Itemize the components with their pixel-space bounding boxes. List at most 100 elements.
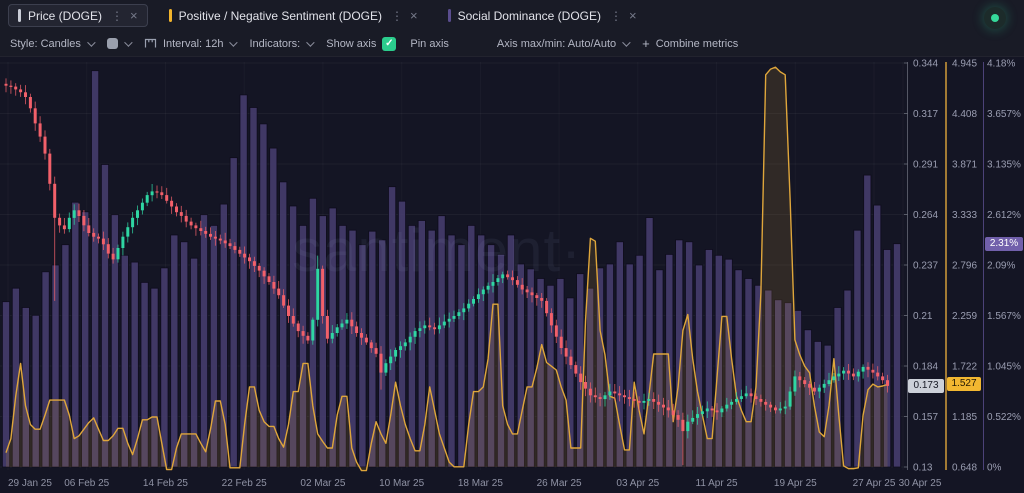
style-selector[interactable]: Style: Candles — [10, 38, 96, 50]
tab-price-label: Price (DOGE) — [28, 8, 103, 23]
combine-metrics-button[interactable]: + Combine metrics — [642, 36, 738, 51]
tab-social-dominance[interactable]: Social Dominance (DOGE) ⋮ × — [439, 4, 646, 27]
dominance-bar — [279, 181, 288, 468]
axis-tick-label: 0.648 — [952, 463, 977, 474]
dominance-bar — [91, 70, 100, 468]
kebab-icon[interactable]: ⋮ — [111, 8, 124, 23]
color-swatch-selector[interactable] — [106, 37, 133, 49]
axis-tick-label: 3.333 — [952, 210, 977, 221]
axis-tick-label: 2.09% — [987, 261, 1015, 272]
dominance-bar — [61, 244, 70, 468]
dominance-bar — [358, 244, 367, 468]
axis-tick-label: 0.264 — [913, 210, 938, 221]
show-axis-toggle[interactable]: Show axis ✓ — [326, 36, 397, 51]
sentiment-line — [5, 66, 888, 472]
dominance-bar — [160, 267, 169, 468]
dominance-bar — [467, 224, 476, 468]
dominance-bar — [566, 297, 575, 468]
axis-maxmin-selector[interactable]: Axis max/min: Auto/Auto — [496, 37, 631, 50]
axis-tick-label: 1.567% — [987, 311, 1021, 322]
show-axis-checkbox[interactable]: ✓ — [382, 36, 397, 51]
plus-icon: + — [642, 36, 650, 51]
dominance-bar — [338, 224, 347, 468]
dominance-bar — [348, 229, 357, 468]
dominance-bar — [615, 241, 624, 468]
dominance-bar — [71, 201, 80, 468]
check-icon: ✓ — [385, 38, 394, 49]
dominance-bar — [31, 314, 40, 468]
dominance-bar — [101, 164, 110, 468]
axis-tick-label: 1.722 — [952, 362, 977, 373]
close-icon[interactable]: × — [629, 8, 637, 23]
pin-axis-label: Pin axis — [410, 37, 449, 50]
axis-maxmin-label: Axis max/min: Auto/Auto — [496, 37, 617, 50]
combine-metrics-label: Combine metrics — [655, 37, 739, 50]
dominance-bar — [883, 249, 892, 468]
dominance-bar — [269, 147, 278, 468]
date-tick-label: 27 Apr 25 — [853, 478, 896, 489]
dominance-bar — [635, 254, 644, 468]
axis-tick-label: 4.945 — [952, 59, 977, 70]
dominance-bar — [823, 344, 832, 468]
date-tick-label: 18 Mar 25 — [458, 478, 503, 489]
price-current-badge: 0.173 — [908, 379, 944, 393]
close-icon[interactable]: × — [130, 8, 138, 23]
dominance-bar — [318, 215, 327, 468]
dominance-bar — [744, 278, 753, 468]
kebab-icon[interactable]: ⋮ — [610, 8, 623, 23]
axis-tick-label: 0.522% — [987, 412, 1021, 423]
interval-selector[interactable]: Interval: 12h — [144, 38, 239, 50]
dominance-bar — [784, 302, 793, 468]
dominance-bar — [209, 224, 218, 468]
chevron-down-icon — [124, 37, 133, 47]
dominance-bar — [754, 284, 763, 468]
axis-tick-label: 0.237 — [913, 261, 938, 272]
dominance-bar — [110, 214, 119, 468]
axis-tick-label: 4.408 — [952, 109, 977, 120]
dominance-bar — [843, 289, 852, 468]
tab-price[interactable]: Price (DOGE) ⋮ × — [8, 4, 148, 27]
dominance-bar — [397, 200, 406, 468]
kebab-icon[interactable]: ⋮ — [391, 8, 404, 23]
axis-tick-label: 0.317 — [913, 109, 938, 120]
close-icon[interactable]: × — [410, 8, 418, 23]
dominance-bar — [130, 261, 139, 468]
axis-tick-label: 0.344 — [913, 59, 938, 70]
price-candles — [4, 78, 889, 466]
dominance-bar — [11, 287, 20, 468]
dominance-bar — [219, 203, 228, 468]
dominance-accent-bar — [447, 9, 451, 22]
status-dot-icon — [991, 14, 999, 22]
sentiment-accent-bar — [168, 9, 172, 22]
axis-tick-label: 3.135% — [987, 160, 1021, 171]
axis-tick-label: 3.657% — [987, 109, 1021, 120]
dominance-bar — [853, 229, 862, 468]
date-tick-label: 06 Feb 25 — [64, 478, 109, 489]
status-dot-button[interactable] — [984, 7, 1006, 29]
dominance-bar — [378, 239, 387, 468]
chart-toolbar: Style: Candles Interval: 12h Indicators:… — [0, 31, 1024, 57]
axis-tick-label: 0.184 — [913, 362, 938, 373]
dominance-bar — [516, 263, 525, 468]
chevron-down-icon — [622, 37, 631, 47]
dominance-bar — [229, 157, 238, 468]
dominance-bar — [863, 174, 872, 468]
dominance-bar — [259, 123, 268, 468]
tab-sentiment[interactable]: Positive / Negative Sentiment (DOGE) ⋮ × — [160, 4, 427, 27]
indicators-selector[interactable]: Indicators: — [249, 38, 315, 50]
dominance-bar — [150, 287, 159, 468]
dominance-bar — [774, 299, 783, 468]
date-tick-label: 29 Jan 25 — [8, 478, 52, 489]
dominance-bar — [298, 224, 307, 468]
dominance-bar — [536, 278, 545, 468]
pin-axis-button[interactable]: Pin axis — [410, 38, 449, 50]
axis-tick-label: 0.291 — [913, 160, 938, 171]
dominance-bar — [21, 307, 30, 468]
dominance-bar — [695, 264, 704, 468]
sentiment-area — [6, 67, 888, 471]
dominance-bar — [427, 229, 436, 468]
dominance-bar — [803, 329, 812, 468]
dominance-bar — [41, 271, 50, 468]
